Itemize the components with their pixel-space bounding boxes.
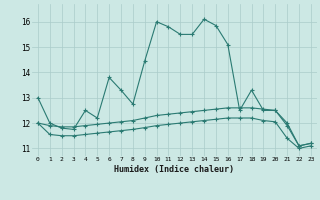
X-axis label: Humidex (Indice chaleur): Humidex (Indice chaleur)	[115, 165, 234, 174]
